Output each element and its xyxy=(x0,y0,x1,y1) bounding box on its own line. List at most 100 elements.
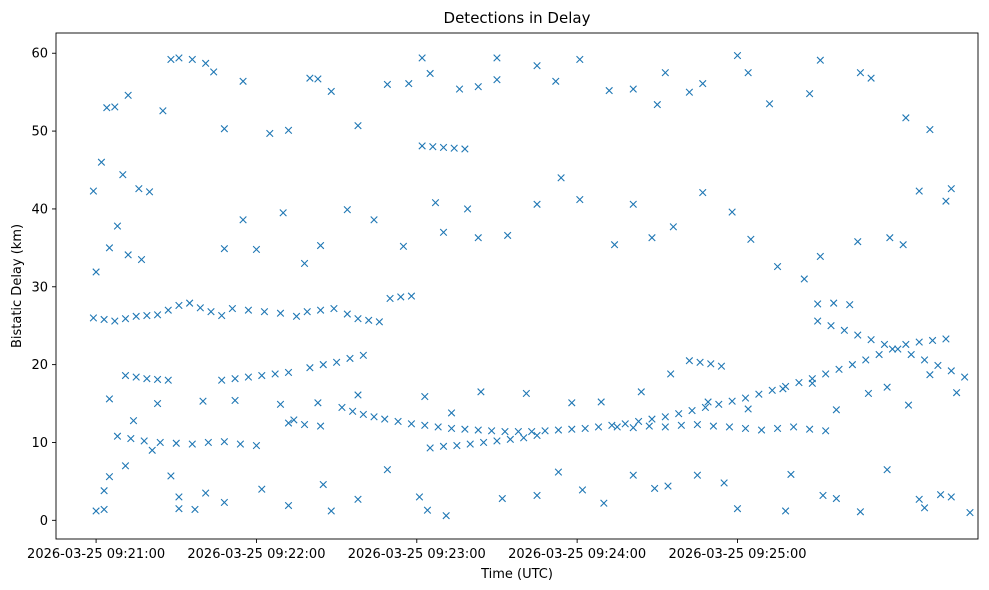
data-point xyxy=(284,368,293,377)
data-point xyxy=(645,422,653,430)
data-point xyxy=(236,440,245,448)
data-point xyxy=(140,437,148,445)
data-point xyxy=(648,234,656,242)
data-point xyxy=(600,499,608,507)
data-point xyxy=(501,427,509,436)
data-point xyxy=(503,231,512,240)
data-point xyxy=(720,479,728,487)
data-point xyxy=(119,170,127,179)
data-point xyxy=(741,394,750,402)
data-point xyxy=(271,370,279,378)
data-point xyxy=(394,417,402,426)
data-point xyxy=(346,354,354,363)
data-point xyxy=(693,420,702,429)
data-point xyxy=(314,399,322,407)
data-point xyxy=(605,86,613,95)
data-point xyxy=(121,462,130,470)
data-point xyxy=(934,361,942,370)
data-point xyxy=(252,245,261,254)
data-point xyxy=(284,501,293,510)
data-point xyxy=(629,471,637,479)
data-point xyxy=(653,100,661,109)
data-point xyxy=(696,358,704,366)
data-point xyxy=(621,420,629,428)
data-point xyxy=(127,434,135,443)
data-point xyxy=(314,75,322,83)
data-point xyxy=(578,486,587,494)
data-point xyxy=(554,426,563,434)
data-point xyxy=(915,495,923,503)
data-point xyxy=(533,62,541,70)
data-point xyxy=(664,482,672,490)
data-point xyxy=(370,413,378,421)
data-point xyxy=(124,251,132,259)
data-point xyxy=(188,440,196,448)
data-point xyxy=(926,371,934,379)
data-point xyxy=(661,413,670,421)
data-point xyxy=(821,427,830,435)
data-point xyxy=(218,376,226,384)
data-point xyxy=(132,312,140,321)
data-point xyxy=(153,311,162,319)
data-point xyxy=(854,237,862,246)
data-point xyxy=(316,241,325,250)
data-point xyxy=(113,222,122,230)
data-point xyxy=(354,391,362,399)
data-point xyxy=(715,400,723,409)
data-point xyxy=(450,144,458,152)
data-point xyxy=(276,309,285,317)
data-point xyxy=(666,370,675,378)
y-tick-label: 50 xyxy=(31,125,48,140)
data-point xyxy=(405,79,413,88)
data-point xyxy=(733,504,742,513)
data-point xyxy=(487,427,496,435)
data-point xyxy=(105,244,114,252)
data-point xyxy=(894,345,902,353)
data-point xyxy=(701,403,710,412)
data-point xyxy=(258,371,266,380)
data-point xyxy=(397,293,405,301)
data-point xyxy=(787,470,795,479)
data-point xyxy=(148,446,156,454)
data-point xyxy=(557,174,565,182)
data-point xyxy=(185,299,194,307)
data-point xyxy=(201,489,210,497)
data-point xyxy=(423,506,432,514)
data-point xyxy=(728,397,736,405)
data-point xyxy=(661,423,670,431)
data-point xyxy=(426,444,434,452)
data-point xyxy=(167,55,175,64)
data-point xyxy=(528,427,536,436)
data-point xyxy=(960,373,969,381)
data-point xyxy=(418,142,426,150)
data-point xyxy=(808,379,816,387)
data-point xyxy=(466,440,474,448)
data-point xyxy=(899,241,907,249)
data-point xyxy=(800,275,808,283)
data-point xyxy=(89,314,98,322)
data-point xyxy=(832,406,841,414)
y-tick-label: 10 xyxy=(31,436,48,451)
data-point xyxy=(354,315,362,323)
data-point xyxy=(207,308,215,316)
data-point xyxy=(942,335,950,343)
data-point xyxy=(124,91,132,99)
data-point xyxy=(514,427,523,436)
data-point xyxy=(135,185,143,193)
data-point xyxy=(744,405,752,413)
data-point xyxy=(581,424,589,433)
data-point xyxy=(145,188,154,196)
data-point xyxy=(399,242,408,250)
data-point xyxy=(461,425,469,433)
data-point xyxy=(303,308,311,316)
data-point xyxy=(429,142,437,151)
chart-title: Detections in Delay xyxy=(444,9,591,27)
data-point xyxy=(789,423,798,431)
data-point xyxy=(421,392,429,401)
data-point xyxy=(942,197,950,205)
data-point xyxy=(364,316,373,324)
data-point xyxy=(493,76,501,84)
data-point xyxy=(188,55,196,64)
data-point xyxy=(474,426,482,434)
